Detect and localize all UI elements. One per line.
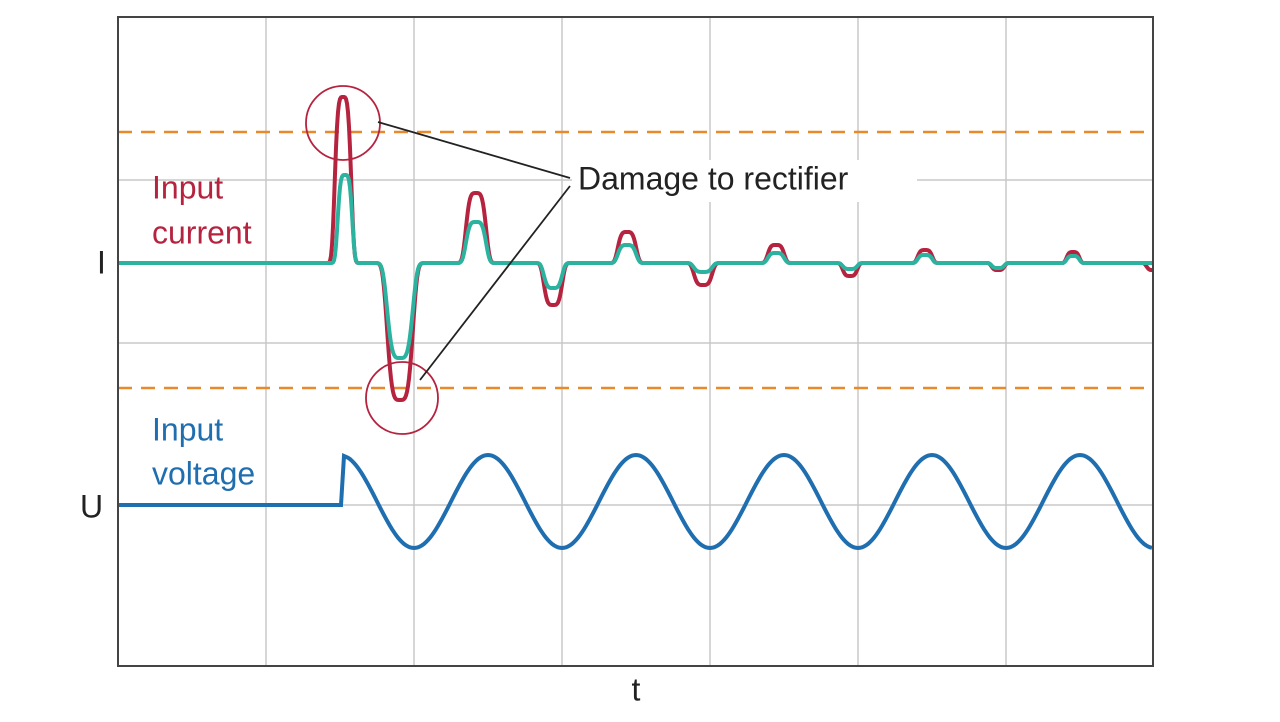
plot-frame	[117, 16, 1154, 667]
voltage-wave	[118, 452, 1153, 551]
annotation: Damage to rectifier	[578, 160, 849, 196]
annotation-bg	[572, 160, 917, 202]
current-normal	[118, 173, 1153, 360]
pointer-line	[419, 185, 571, 381]
voltage-label: voltage	[152, 455, 255, 491]
axis-label: I	[97, 244, 106, 280]
damage-circle	[365, 361, 439, 435]
voltage-label: Input	[152, 411, 223, 447]
current-label: Input	[152, 169, 223, 205]
axis-label: t	[632, 671, 641, 707]
pointer-line	[377, 121, 571, 179]
grid	[118, 17, 1153, 666]
axis-label: U	[80, 488, 103, 524]
current-label: current	[152, 214, 252, 250]
